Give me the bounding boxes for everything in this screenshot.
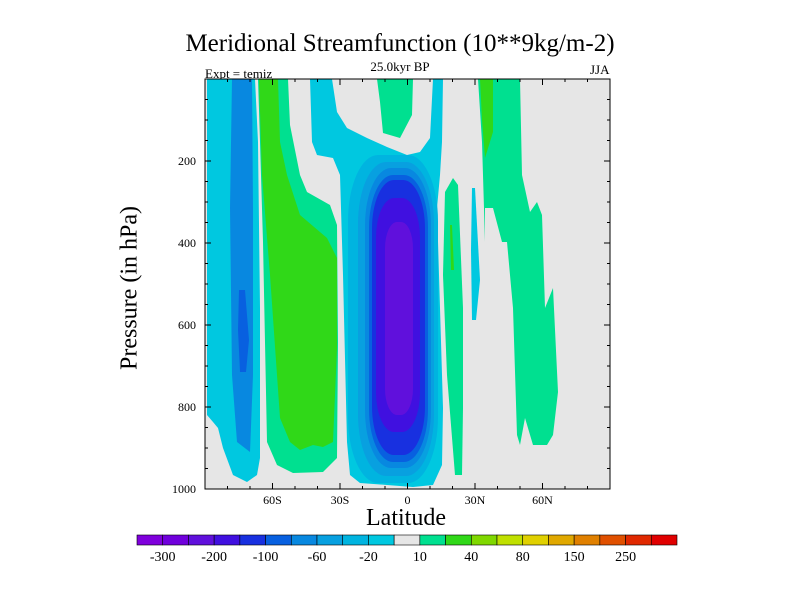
contour-region-pos10-north-strip: [443, 178, 463, 475]
contour-region-neg100-south: [238, 290, 249, 372]
colorbar-box: [368, 534, 395, 546]
colorbar-box: [599, 534, 626, 546]
contour-fields: [207, 79, 558, 487]
x-axis-label: Latitude: [366, 505, 446, 531]
colorbar-label: 40: [464, 550, 478, 565]
colorbar-box: [522, 534, 549, 546]
x-tick-label: 30S: [331, 493, 350, 507]
colorbar-box: [136, 534, 164, 546]
colorbar: -300 -200 -100 -60 -20 10 40 80 150 250: [136, 534, 678, 565]
colorbar-label: 250: [615, 550, 636, 565]
x-tick-label: 0: [405, 493, 411, 507]
colorbar-label: -60: [308, 550, 327, 565]
chart-subtitle: 25.0kyr BP: [370, 59, 430, 74]
colorbar-box: [342, 534, 369, 546]
colorbar-box: [419, 534, 446, 546]
contour-region-neg20-north-sliver: [471, 188, 480, 320]
y-tick-label: 1000: [172, 482, 196, 496]
experiment-label: Expt = temiz: [205, 66, 273, 81]
colorbar-box: [573, 534, 601, 546]
x-tick-label: 60S: [263, 493, 282, 507]
axes: 60S 30S 0 30N 60N 200 400 600 800 1000: [172, 78, 611, 507]
contour-region-pos40-north: [480, 79, 493, 158]
colorbar-box: [650, 534, 678, 546]
x-tick-label: 30N: [465, 493, 486, 507]
colorbar-box: [290, 534, 318, 546]
y-tick-label: 800: [178, 400, 196, 414]
colorbar-label: 10: [413, 550, 427, 565]
colorbar-box: [213, 534, 241, 546]
colorbar-label: 150: [564, 550, 585, 565]
contour-region-neg250-equator: [385, 222, 413, 415]
contour-region-neg60-south: [230, 79, 253, 452]
colorbar-label: 80: [516, 550, 530, 565]
colorbar-box: [445, 534, 472, 546]
colorbar-box: [239, 534, 266, 546]
contour-region-pos10-upper-equator: [377, 79, 413, 138]
colorbar-box: [265, 534, 292, 546]
season-label: JJA: [590, 62, 610, 77]
colorbar-box: [162, 534, 189, 546]
colorbar-box: [393, 534, 421, 546]
y-tick-label: 200: [178, 154, 196, 168]
chart-title: Meridional Streamfunction (10**9kg/m-2): [185, 30, 615, 57]
y-tick-label: 600: [178, 318, 196, 332]
colorbar-label: -300: [150, 550, 176, 565]
colorbar-label: -100: [253, 550, 279, 565]
colorbar-box: [188, 534, 215, 546]
x-tick-label: 60N: [532, 493, 553, 507]
colorbar-label: -200: [201, 550, 227, 565]
y-tick-label: 400: [178, 236, 196, 250]
colorbar-box: [625, 534, 652, 546]
colorbar-label: -20: [359, 550, 378, 565]
contour-region-pos40-south: [259, 79, 337, 450]
colorbar-box: [316, 534, 344, 546]
contour-region-pos40-north-strip: [450, 225, 454, 270]
colorbar-box: [496, 534, 524, 546]
contour-region-pos10-north: [478, 79, 558, 445]
colorbar-box: [548, 534, 575, 546]
colorbar-box: [470, 534, 498, 546]
